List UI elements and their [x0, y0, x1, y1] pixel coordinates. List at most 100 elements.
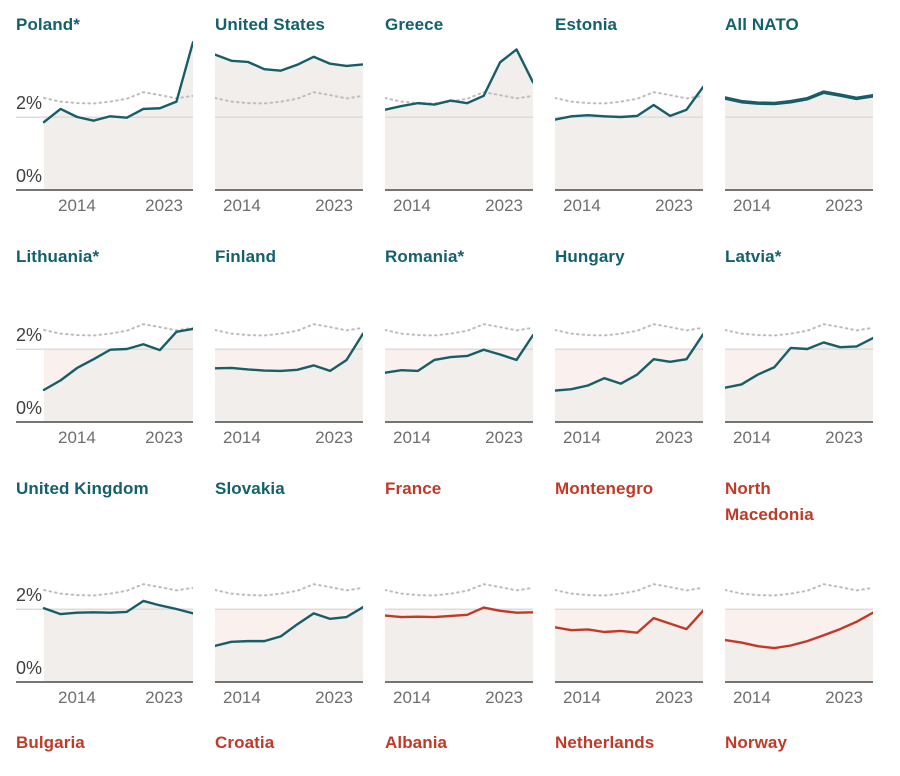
panel-france: France 2014 2023 [385, 476, 533, 710]
x-tick-last-year: 2023 [145, 428, 183, 447]
fill-under-line [555, 87, 703, 190]
x-axis-labels: 2014 2023 [555, 684, 703, 710]
x-axis-labels: 2014 2023 [385, 684, 533, 710]
panel-title-line: Bulgaria [16, 733, 85, 752]
fill-under-line [725, 92, 873, 190]
fill-under-line [215, 54, 363, 191]
nato-average-dotted-line [43, 323, 193, 337]
chart-canvas-lithuania [16, 323, 193, 423]
x-tick-last-year: 2023 [825, 196, 863, 215]
panel-title-slovakia: Slovakia [215, 476, 363, 532]
fill-under-line [44, 328, 193, 422]
country-line [385, 606, 533, 619]
panel-united-states: United States 2014 2023 [215, 12, 363, 218]
panel-title-line: United States [215, 15, 325, 34]
panel-title-albania: Albania [385, 730, 533, 758]
chart-canvas-united-kingdom [16, 583, 193, 683]
chart-canvas-finland [215, 323, 363, 423]
panel-norway-cutoff: Norway [725, 730, 873, 758]
panel-north-macedonia: North Macedonia 2014 2023 [725, 476, 873, 710]
panel-romania: Romania* 2014 2023 [385, 244, 533, 450]
plot-area [215, 272, 363, 424]
y-label-2pct: 2% [16, 585, 43, 605]
country-line [215, 53, 363, 72]
fill-under-line [725, 338, 873, 422]
chart-canvas-romania [385, 323, 533, 423]
panel-title-poland: Poland* [16, 12, 193, 40]
panel-title-france: France [385, 476, 533, 532]
x-axis-labels: 2014 2023 [215, 684, 363, 710]
x-tick-first-year: 2014 [223, 196, 261, 215]
panel-title-line: Estonia [555, 15, 618, 34]
nato-average-dotted-line [555, 323, 703, 337]
country-line [385, 333, 533, 374]
panel-montenegro: Montenegro 2014 2023 [555, 476, 703, 710]
panel-albania-cutoff: Albania [385, 730, 533, 758]
x-tick-first-year: 2014 [563, 196, 601, 215]
x-tick-first-year: 2014 [563, 428, 601, 447]
y-label-2pct: 2% [16, 325, 43, 345]
x-tick-last-year: 2023 [485, 688, 523, 707]
panel-title-united-states: United States [215, 12, 363, 40]
chart-canvas-france [385, 583, 533, 683]
x-axis-labels: 2014 2023 [725, 192, 873, 218]
panel-title-line: Norway [725, 733, 788, 752]
x-tick-last-year: 2023 [655, 196, 693, 215]
y-label-2pct: 2% [16, 93, 43, 113]
x-tick-last-year: 2023 [315, 196, 353, 215]
chart-canvas-greece [385, 48, 533, 191]
chart-canvas-hungary [555, 323, 703, 423]
plot-area [385, 532, 533, 684]
chart-canvas-united-states [215, 53, 363, 191]
nato-average-dotted-line [385, 583, 533, 597]
x-tick-first-year: 2014 [393, 428, 431, 447]
country-line [215, 605, 363, 648]
panel-title-line: France [385, 479, 442, 498]
nato-average-dotted-line [555, 91, 703, 105]
panel-title-line: United Kingdom [16, 479, 149, 498]
fill-under-line [555, 334, 703, 422]
panel-slovakia: Slovakia 2014 2023 [215, 476, 363, 710]
x-tick-last-year: 2023 [145, 688, 183, 707]
x-tick-first-year: 2014 [58, 196, 96, 215]
plot-area [215, 532, 363, 684]
country-line [555, 85, 703, 121]
x-tick-first-year: 2014 [733, 428, 771, 447]
x-tick-first-year: 2014 [58, 688, 96, 707]
plot-area: 2% 0% [16, 532, 193, 684]
nato-average-dotted-line [555, 583, 703, 597]
x-axis-labels: 2014 2023 [215, 192, 363, 218]
panel-title-romania: Romania* [385, 244, 533, 272]
panel-title-line: Croatia [215, 733, 275, 752]
plot-area [555, 272, 703, 424]
panel-title-norway: Norway [725, 730, 873, 758]
country-line [725, 611, 873, 650]
fill-under-line [385, 49, 533, 190]
panel-title-netherlands: Netherlands [555, 730, 703, 758]
panel-lithuania: Lithuania* 2% 0% 2014 2023 [16, 244, 193, 450]
plot-area: 2% 0% [16, 272, 193, 424]
country-line [42, 327, 193, 392]
x-axis-labels: 2014 2023 [385, 192, 533, 218]
plot-area [555, 40, 703, 192]
panel-bulgaria-cutoff: Bulgaria [16, 730, 193, 758]
x-axis-labels: 2014 2023 [16, 192, 193, 218]
nato-average-dotted-line [725, 323, 873, 337]
x-axis-labels: 2014 2023 [16, 424, 193, 450]
panel-title-line: Hungary [555, 247, 625, 266]
x-tick-last-year: 2023 [825, 428, 863, 447]
chart-canvas-north-macedonia [725, 583, 873, 683]
panel-title-line: North [725, 479, 771, 498]
panel-title-estonia: Estonia [555, 12, 703, 40]
panel-united-kingdom: United Kingdom 2% 0% 2014 2023 [16, 476, 193, 710]
plot-area [725, 40, 873, 192]
panel-title-line: All NATO [725, 15, 799, 34]
x-axis-labels: 2014 2023 [555, 424, 703, 450]
nato-average-dotted-line [215, 583, 363, 597]
x-tick-first-year: 2014 [393, 196, 431, 215]
nato-average-dotted-line [43, 583, 193, 597]
panel-title-lithuania: Lithuania* [16, 244, 193, 272]
country-line [385, 48, 533, 111]
panel-title-line: Finland [215, 247, 277, 266]
small-multiples-grid: Poland* 2% 0% 2014 2023 United States 2014 2023… [16, 12, 873, 758]
